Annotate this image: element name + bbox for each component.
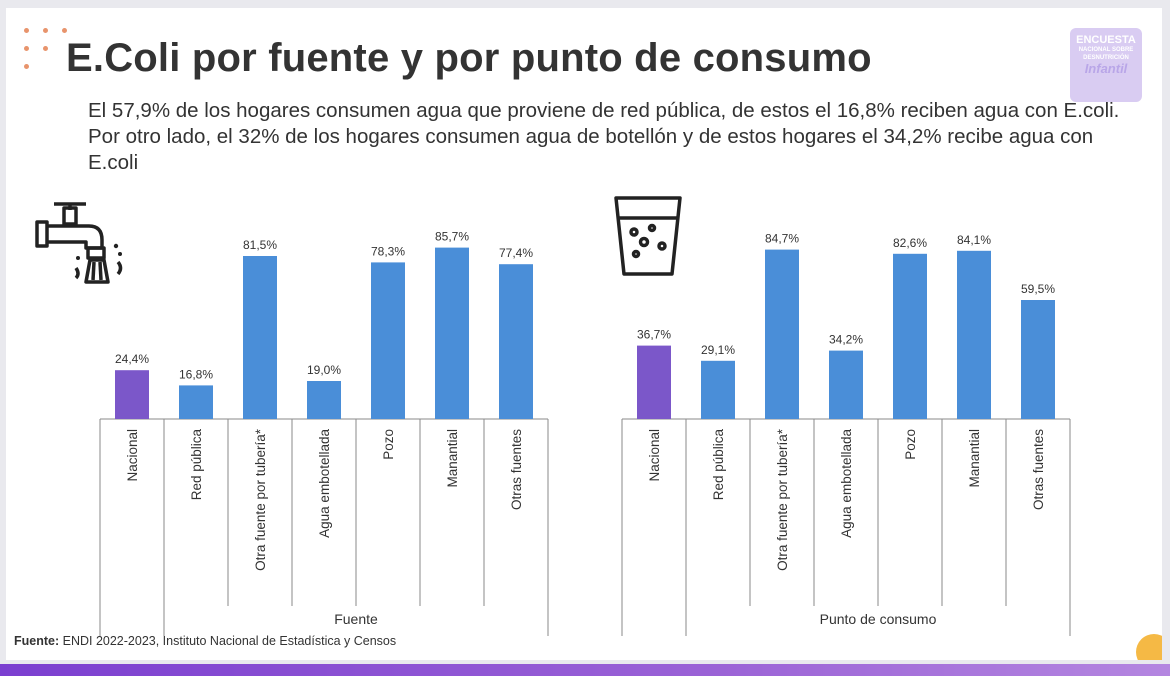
data-label-red-publica: 29,1% [701,343,735,357]
tick-label-manantial: Manantial [967,429,982,488]
data-label-otras-fuentes: 59,5% [1021,282,1055,296]
slide: E.Coli por fuente y por punto de consumo… [6,8,1162,660]
data-label-nacional: 24,4% [115,352,149,366]
bar-pozo [371,262,405,419]
bar-otras-fuentes [499,264,533,419]
data-label-agua-embotellada: 19,0% [307,363,341,377]
tick-label-otras-fuentes: Otras fuentes [509,429,524,510]
slide-title: E.Coli por fuente y por punto de consumo [66,36,872,80]
water-glass-icon [614,196,682,276]
data-label-nacional: 36,7% [637,328,671,342]
bar-agua-embotellada [829,350,863,419]
faucet-icon [35,202,123,284]
tick-label-otra-fuente-por-tuberia: Otra fuente por tubería* [775,428,790,571]
data-label-agua-embotellada: 34,2% [829,333,863,347]
data-label-manantial: 84,1% [957,233,991,247]
data-label-pozo: 82,6% [893,236,927,250]
endi-logo: ENCUESTA NACIONAL SOBRE DESNUTRICIÓN Inf… [1070,28,1142,102]
tick-label-agua-embotellada: Agua embotellada [317,429,332,538]
chart-punto-de-consumo: 36,7% Nacional 29,1% Red pública 84,7% Otra f… [621,232,1071,636]
bar-agua-embotellada [307,381,341,419]
corner-decoration [1136,634,1162,660]
group-label: Fuente [334,611,378,627]
bar-otra-fuente-por-tuberia [765,249,799,419]
tick-label-otra-fuente-por-tuberia: Otra fuente por tubería* [253,428,268,571]
source-note: Fuente: ENDI 2022-2023, Instituto Nacion… [14,634,397,648]
tick-label-nacional: Nacional [647,429,662,482]
tick-label-red-publica: Red pública [711,429,726,501]
tick-label-nacional: Nacional [125,429,140,482]
data-label-pozo: 78,3% [371,244,405,258]
bar-pozo [893,253,927,419]
bar-red-publica [701,360,735,419]
tick-label-otras-fuentes: Otras fuentes [1031,429,1046,510]
data-label-red-publica: 16,8% [179,367,213,381]
bar-otra-fuente-por-tuberia [243,256,277,419]
chart-fuente: 24,4% Nacional 16,8% Red pública 81,5% Otra f… [99,230,549,636]
bar-red-publica [179,385,213,419]
bar-nacional [115,370,149,419]
data-label-otras-fuentes: 77,4% [499,246,533,260]
bar-manantial [435,247,469,419]
slide-subtitle: El 57,9% de los hogares consumen agua qu… [88,99,1120,174]
bar-nacional [637,345,671,419]
bar-otras-fuentes [1021,300,1055,419]
tick-label-pozo: Pozo [903,429,918,460]
data-label-otra-fuente-por-tuberia: 81,5% [243,238,277,252]
bar-manantial [957,250,991,419]
group-label: Punto de consumo [820,611,937,627]
tick-label-pozo: Pozo [381,429,396,460]
decorative-dots [24,28,68,88]
bottom-bar [0,664,1170,676]
data-label-otra-fuente-por-tuberia: 84,7% [765,232,799,246]
tick-label-red-publica: Red pública [189,429,204,501]
tick-label-manantial: Manantial [445,429,460,488]
data-label-manantial: 85,7% [435,230,469,244]
tick-label-agua-embotellada: Agua embotellada [839,429,854,538]
